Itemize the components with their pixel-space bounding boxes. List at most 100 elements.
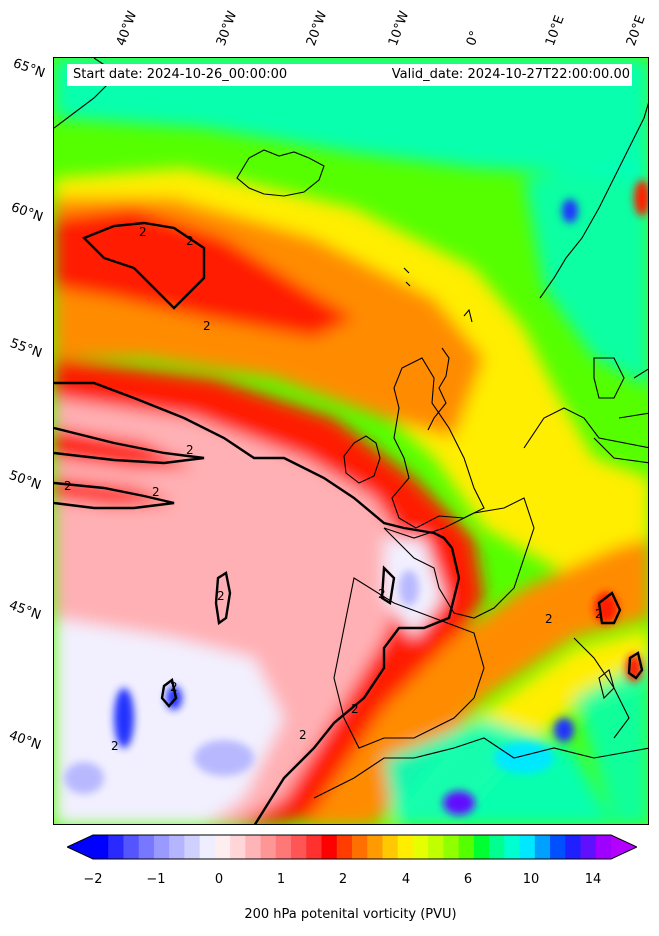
- coast-faroe: [403, 267, 411, 287]
- colorbar-segment: [245, 835, 262, 859]
- pv-field-map: 2 2 2 2 2 2 2 2 2 2 2 2 2 2: [54, 58, 648, 824]
- lat-label-40n: 40°N: [6, 728, 43, 754]
- contour-label: 2: [545, 612, 553, 626]
- coast-shetland: [463, 308, 473, 323]
- colorbar-tick: 10: [522, 872, 540, 887]
- coast-denmark: [593, 357, 625, 399]
- colorbar-segment: [382, 835, 399, 859]
- start-date-text: Start date: 2024-10-26_00:00:00: [73, 67, 288, 82]
- field-cyan-east: [524, 158, 648, 387]
- contour-label: 2: [186, 234, 194, 248]
- pv2-contours: [54, 221, 644, 824]
- coast-france: [383, 497, 535, 619]
- colorbar-segment: [580, 835, 597, 859]
- colorbar-label: 200 hPa potenital vorticity (PVU): [244, 907, 457, 922]
- coastlines: [54, 58, 648, 799]
- colorbar-tick: 4: [401, 872, 411, 887]
- contour-streak-south: [54, 481, 175, 510]
- contour-label-group: 2 2 2 2 2 2 2 2 2 2 2 2 2 2: [64, 225, 603, 753]
- colorbar-tick: 6: [463, 872, 473, 887]
- colorbar-segment: [519, 835, 536, 859]
- colorbar-tick: 2: [338, 872, 348, 887]
- valid-date-text: Valid_date: 2024-10-27T22:00:00.00: [391, 67, 630, 82]
- field-cyan-south: [384, 718, 613, 824]
- colorbar-segment: [336, 835, 353, 859]
- colorbar-tick: 0: [214, 872, 224, 887]
- contour-label: 2: [111, 739, 119, 753]
- coast-norway: [539, 102, 648, 299]
- pv-field-layers: [54, 58, 648, 824]
- colorbar-segment: [306, 835, 323, 859]
- contour-label: 2: [139, 225, 147, 239]
- colorbar-segment: [275, 835, 292, 859]
- lat-label-45n: 45°N: [6, 598, 43, 624]
- contour-label: 2: [186, 443, 194, 457]
- colorbar: [67, 834, 637, 860]
- colorbar-tick: 14: [584, 872, 602, 887]
- contour-label: 2: [203, 319, 211, 333]
- patch-blue-4: [64, 762, 104, 794]
- colorbar-segment: [291, 835, 307, 859]
- colorbar-segment: [199, 835, 216, 859]
- patch-blue-1: [114, 688, 134, 748]
- lon-label-20w: 20°W: [303, 9, 331, 48]
- colorbar-extend-low: [67, 835, 93, 859]
- lat-label-65n: 65°N: [10, 56, 47, 82]
- colorbar-segment: [352, 835, 368, 859]
- colorbar-segment: [321, 835, 338, 859]
- lon-label-40w: 40°W: [113, 9, 141, 48]
- patch-red-east: [634, 180, 648, 216]
- contour-small-1: [214, 571, 232, 626]
- coast-africa: [313, 737, 648, 799]
- contour-label: 2: [217, 589, 225, 603]
- contour-label: 2: [595, 607, 603, 621]
- lat-label-60n: 60°N: [8, 200, 45, 226]
- coast-sardinia: [598, 669, 615, 700]
- coast-scotland: [427, 347, 450, 431]
- coast-ireland: [343, 435, 381, 484]
- lon-label-30w: 30°W: [213, 9, 241, 48]
- colorbar-segment: [108, 835, 125, 859]
- colorbar-segment: [169, 835, 186, 859]
- patch-blue-5: [443, 791, 475, 815]
- colorbar-segment: [443, 835, 460, 859]
- contour-east-2: [627, 651, 644, 680]
- colorbar-segment: [412, 835, 429, 859]
- contour-small-2: [160, 677, 178, 708]
- colorbar-segment: [138, 835, 155, 859]
- colorbar-segment: [367, 835, 384, 859]
- patch-blue-6: [554, 718, 574, 742]
- coast-britain: [391, 357, 485, 529]
- contour-label: 2: [64, 479, 72, 493]
- colorbar-segment: [214, 835, 231, 859]
- colorbar-segment: [458, 835, 475, 859]
- coast-netherlands: [523, 407, 648, 449]
- colorbar-segment: [473, 835, 490, 859]
- contour-label: 2: [351, 702, 359, 716]
- colorbar-outline: [67, 834, 637, 860]
- contour-label: 2: [170, 680, 178, 694]
- patch-cyan-3: [494, 742, 554, 774]
- colorbar-segment: [565, 835, 582, 859]
- lat-label-50n: 50°N: [6, 468, 43, 494]
- lon-label-10e: 10°E: [542, 13, 568, 49]
- contour-label: 2: [299, 728, 307, 742]
- colorbar-segment: [184, 835, 201, 859]
- patch-blue-bay: [399, 570, 419, 606]
- colorbar-segment: [428, 835, 445, 859]
- contour-northwest-blob: [81, 221, 206, 310]
- contour-label: 2: [378, 587, 386, 601]
- contour-streak-west: [54, 426, 205, 465]
- patch-blue-7: [562, 199, 578, 223]
- contour-label: 2: [152, 485, 160, 499]
- lon-label-10w: 10°W: [385, 9, 413, 48]
- lon-label-0: 0°: [463, 28, 484, 48]
- colorbar-segment: [489, 835, 505, 859]
- colorbar-segment: [397, 835, 414, 859]
- field-cyan-north: [54, 58, 648, 178]
- colorbar-segment: [230, 835, 246, 859]
- coast-baltic: [593, 368, 648, 464]
- contour-main-jet: [54, 381, 461, 824]
- colorbar-extend-high: [611, 835, 637, 859]
- colorbar-segment: [534, 835, 551, 859]
